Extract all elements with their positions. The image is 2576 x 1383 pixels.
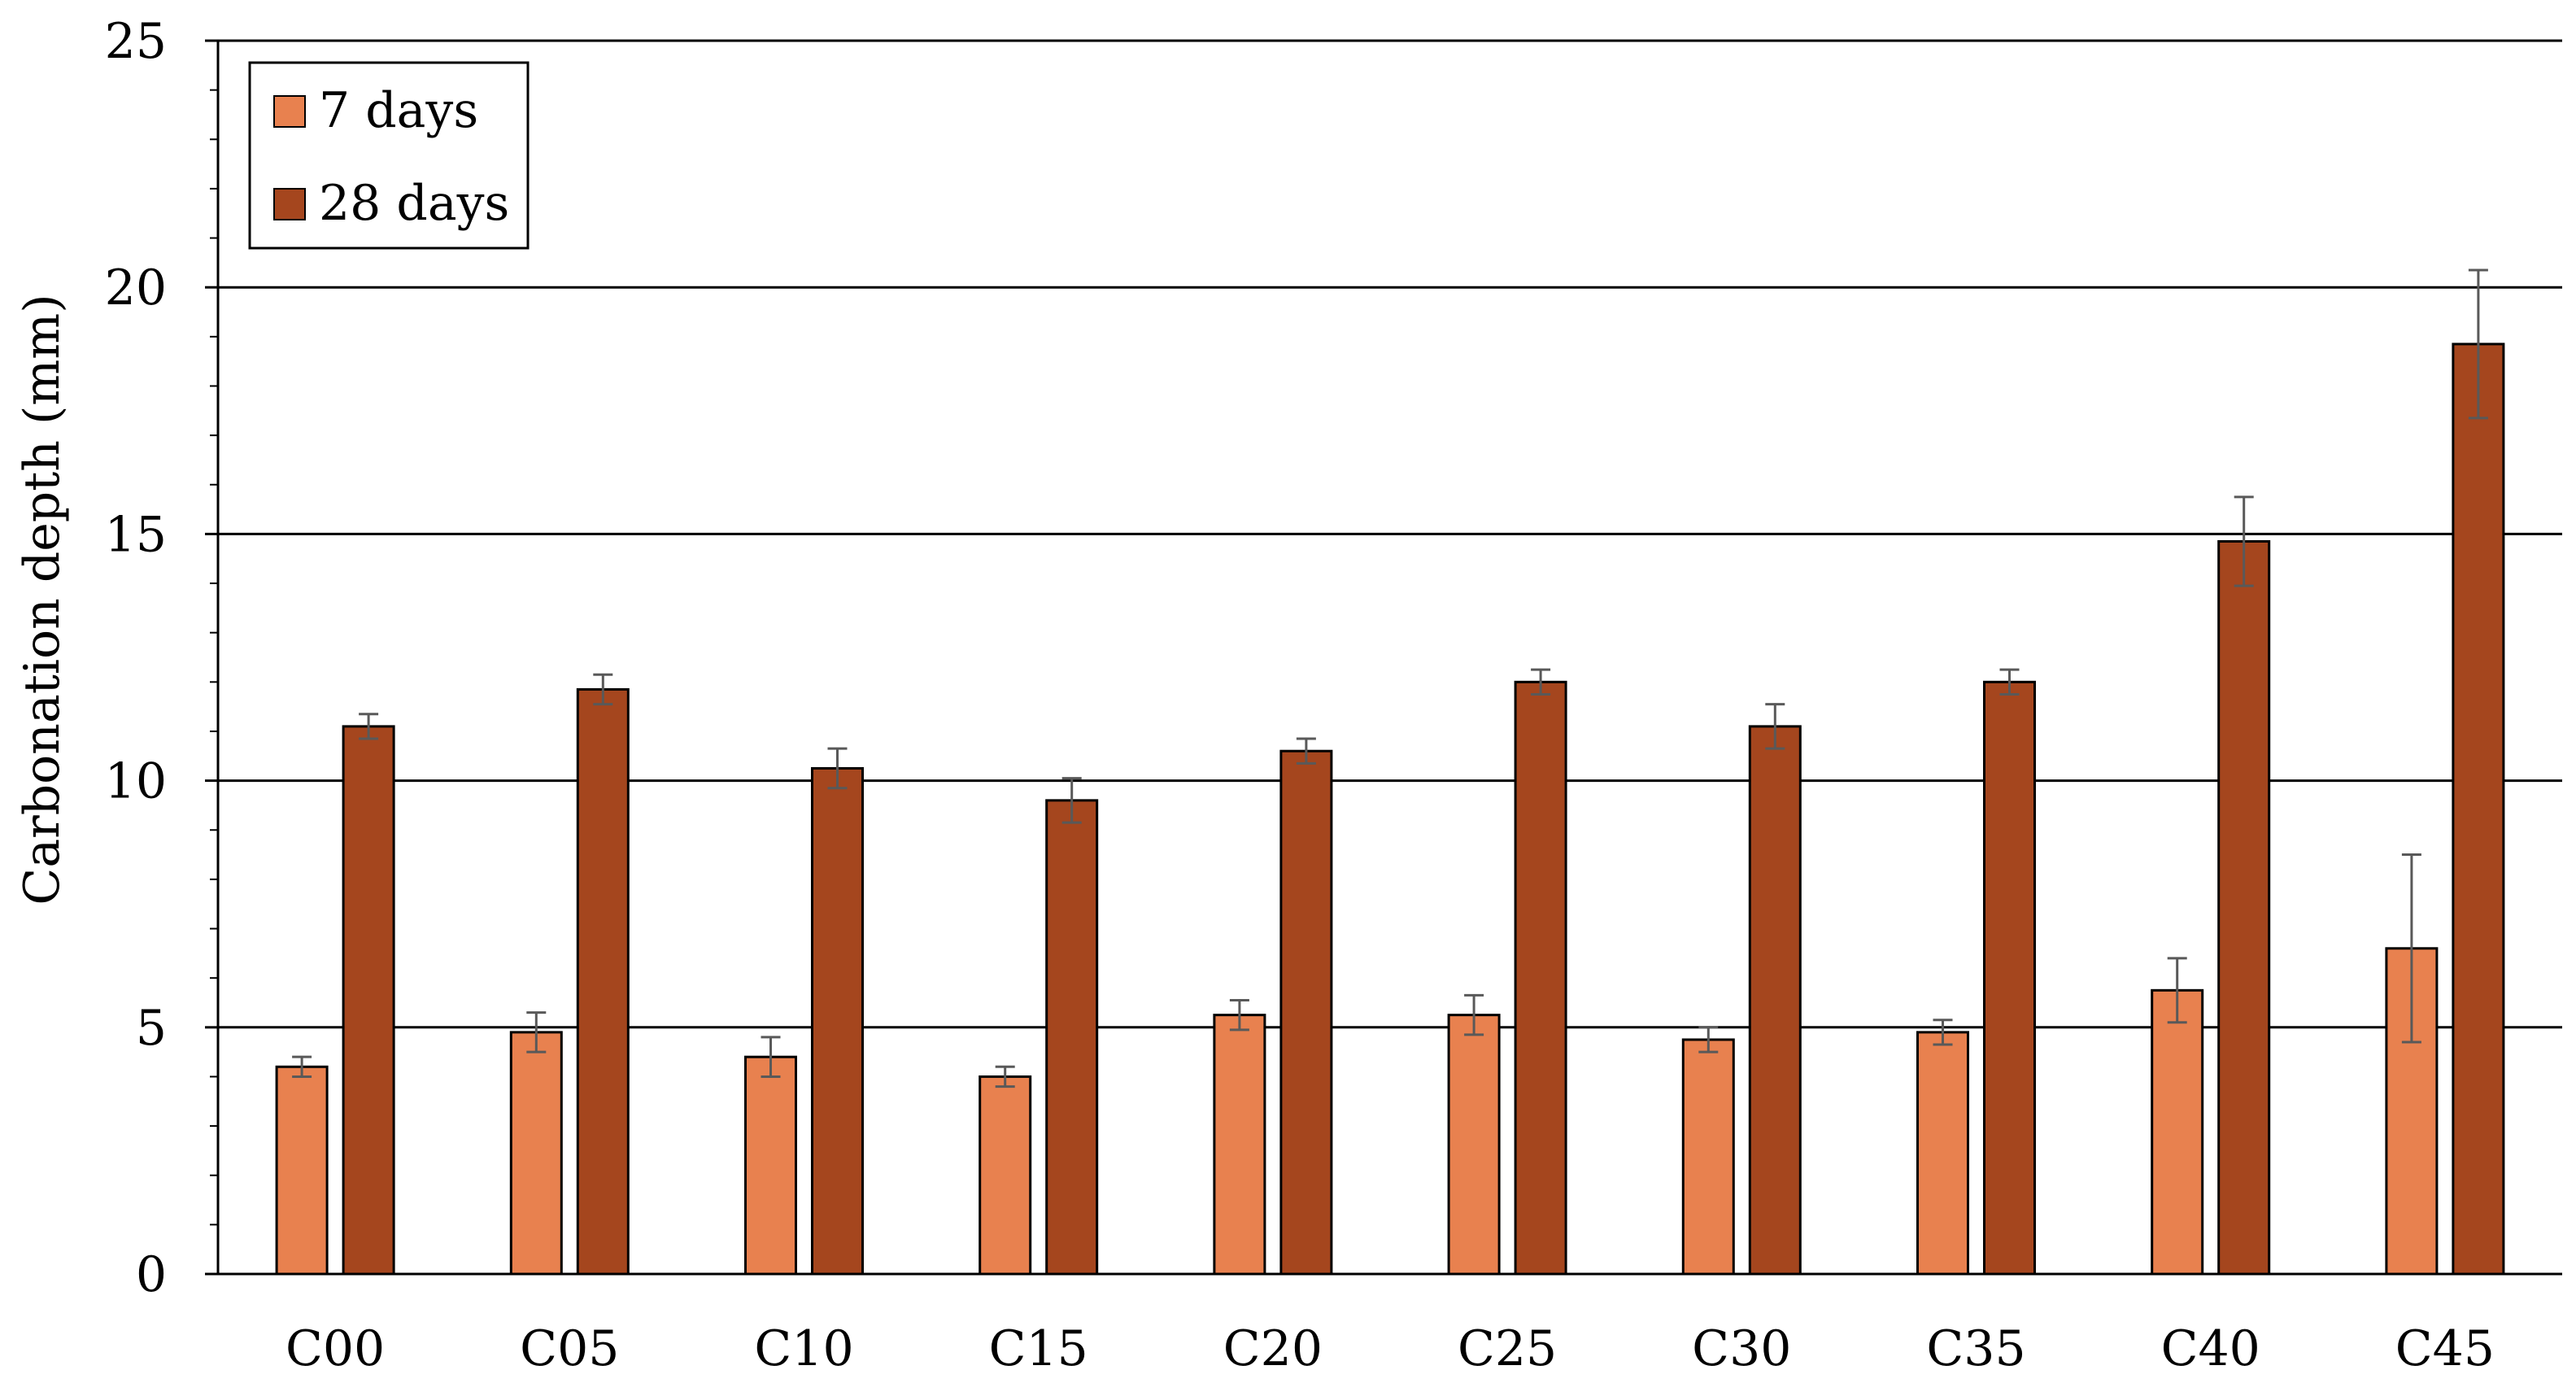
bar-7-days-C15	[979, 1075, 1032, 1276]
legend: 7 days 28 days	[248, 61, 530, 250]
bar-7-days-C40	[2151, 988, 2204, 1276]
y-tick-label: 15	[105, 506, 167, 563]
legend-label-28-days: 28 days	[319, 175, 509, 232]
x-category-labels: C00 C05 C10 C15 C20 C25 C30 C35 C40 C45	[285, 1320, 2495, 1377]
bars	[275, 342, 2505, 1276]
axes	[216, 41, 2562, 1276]
bar-28-days-C35	[1983, 680, 2036, 1276]
bar-28-days-C15	[1045, 799, 1099, 1276]
bar-7-days-C25	[1447, 1014, 1501, 1276]
bar-28-days-C30	[1748, 725, 1802, 1276]
y-tick-label: 20	[105, 260, 167, 316]
bar-28-days-C20	[1279, 749, 1333, 1276]
x-tick-label-C00: C00	[285, 1320, 385, 1377]
legend-swatch-28-days	[273, 188, 306, 220]
bar-28-days-C45	[2452, 342, 2505, 1276]
y-tick-label: 0	[136, 1246, 167, 1303]
y-axis-title: Carbonation depth (mm)	[14, 294, 71, 905]
y-tick-label: 10	[105, 753, 167, 810]
bar-28-days-C10	[811, 766, 864, 1276]
x-tick-label-C25: C25	[1458, 1320, 1557, 1377]
error-bars	[292, 268, 2488, 1089]
x-tick-label-C30: C30	[1692, 1320, 1791, 1377]
legend-swatch-7-days	[273, 95, 306, 128]
y-tick-label: 25	[105, 13, 167, 70]
y-minor-ticks	[210, 89, 218, 1226]
bar-7-days-C05	[509, 1031, 563, 1276]
bar-28-days-C00	[342, 725, 395, 1276]
bar-7-days-C30	[1681, 1038, 1735, 1276]
x-tick-label-C35: C35	[1926, 1320, 2025, 1377]
x-tick-label-C05: C05	[520, 1320, 619, 1377]
x-tick-label-C10: C10	[754, 1320, 853, 1377]
y-tick-label: 5	[136, 1000, 167, 1057]
x-tick-label-C45: C45	[2395, 1320, 2495, 1377]
x-tick-label-C40: C40	[2161, 1320, 2260, 1377]
legend-label-7-days: 7 days	[319, 82, 478, 139]
x-tick-label-C15: C15	[989, 1320, 1088, 1377]
bar-7-days-C00	[275, 1065, 329, 1276]
x-tick-label-C20: C20	[1223, 1320, 1323, 1377]
bar-28-days-C05	[576, 687, 630, 1276]
bar-7-days-C35	[1916, 1031, 1969, 1276]
bar-28-days-C40	[2217, 539, 2271, 1276]
bar-7-days-C20	[1213, 1014, 1266, 1276]
bar-28-days-C25	[1514, 680, 1567, 1276]
y-tick-labels: 0 5 10 15 20 25	[105, 13, 167, 1303]
bar-7-days-C10	[744, 1055, 797, 1276]
